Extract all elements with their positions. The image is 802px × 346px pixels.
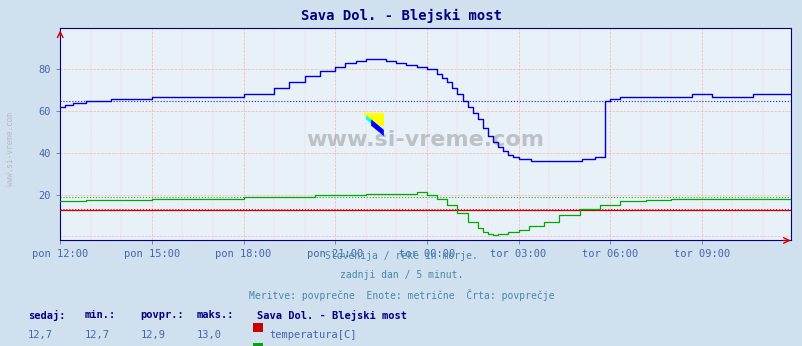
Polygon shape	[371, 119, 383, 136]
Text: min.:: min.:	[84, 310, 115, 320]
Polygon shape	[363, 113, 383, 126]
Text: 12,7: 12,7	[84, 330, 109, 340]
Text: www.si-vreme.com: www.si-vreme.com	[306, 130, 544, 151]
Text: temperatura[C]: temperatura[C]	[269, 330, 356, 340]
Text: Sava Dol. - Blejski most: Sava Dol. - Blejski most	[257, 310, 407, 321]
Text: Meritve: povprečne  Enote: metrične  Črta: povprečje: Meritve: povprečne Enote: metrične Črta:…	[249, 289, 553, 301]
Text: maks.:: maks.:	[196, 310, 234, 320]
Text: povpr.:: povpr.:	[140, 310, 184, 320]
Text: Slovenija / reke in morje.: Slovenija / reke in morje.	[325, 251, 477, 261]
Text: sedaj:: sedaj:	[28, 310, 66, 321]
Text: 12,7: 12,7	[28, 330, 53, 340]
Text: Sava Dol. - Blejski most: Sava Dol. - Blejski most	[301, 9, 501, 23]
Text: 12,9: 12,9	[140, 330, 165, 340]
Text: www.si-vreme.com: www.si-vreme.com	[6, 112, 15, 186]
Polygon shape	[366, 115, 381, 132]
Text: 13,0: 13,0	[196, 330, 221, 340]
Text: zadnji dan / 5 minut.: zadnji dan / 5 minut.	[339, 270, 463, 280]
